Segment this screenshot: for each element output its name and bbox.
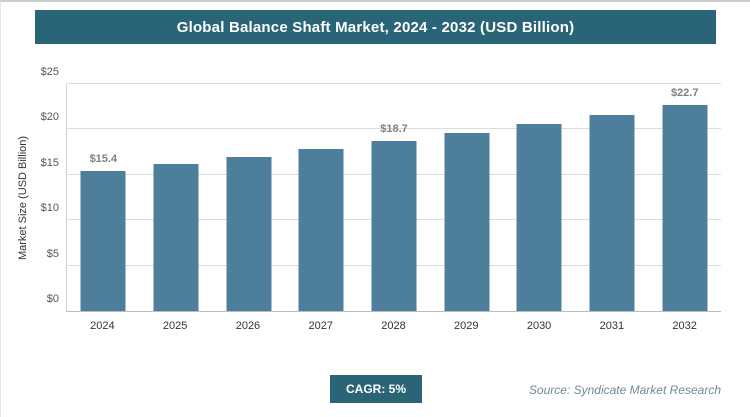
gridline <box>67 128 721 130</box>
bar-column <box>140 84 213 311</box>
x-tick-label: 2027 <box>308 320 333 332</box>
bar-2027 <box>298 149 344 311</box>
bar-column <box>212 84 285 311</box>
y-tick-label: $0 <box>46 293 59 305</box>
bar-column: $18.7 <box>358 84 431 311</box>
bar-value-label: $22.7 <box>670 86 699 99</box>
y-axis-label: Market Size (USD Billion) <box>17 135 29 261</box>
x-tick-label: 2028 <box>381 320 406 332</box>
bar-2025 <box>153 163 199 311</box>
bar-2028 <box>371 141 417 311</box>
chart-title-banner: Global Balance Shaft Market, 2024 - 2032… <box>35 10 716 44</box>
page-title: Global Balance Shaft Market, 2024 - 2032… <box>176 18 575 36</box>
x-tick-label: 2031 <box>599 320 625 332</box>
bar-column <box>576 84 649 311</box>
x-tick-label: 2030 <box>526 320 552 332</box>
bar-column <box>285 84 358 311</box>
bar-2026 <box>226 156 272 311</box>
bar-2024 <box>80 171 126 311</box>
bar-value-label: $15.4 <box>89 153 118 166</box>
source-attribution: Source: Syndicate Market Research <box>528 383 721 397</box>
plot-area: $0 $5 $10 $15 $20 $25 $15.4 $18.7 $22.7 <box>41 66 721 312</box>
y-tick-label: $15 <box>40 156 59 169</box>
y-tick-label: $20 <box>40 111 59 124</box>
x-tick-label: 2026 <box>235 320 261 332</box>
y-tick-label: $5 <box>46 247 59 260</box>
bars-row: $15.4 $18.7 $22.7 <box>67 84 721 311</box>
bar-chart: Market Size (USD Billion) $0 $5 $10 $15 $20 $… <box>1 62 750 342</box>
y-tick-label: $25 <box>40 66 59 78</box>
x-tick-label: 2032 <box>672 320 697 332</box>
bar-2032 <box>662 104 708 311</box>
bar-value-label: $18.7 <box>380 123 408 136</box>
x-tick-label: 2024 <box>90 320 115 332</box>
y-tick-label: $10 <box>40 202 59 215</box>
cagr-badge: CAGR: 5% <box>329 375 423 403</box>
x-tick-label: 2029 <box>454 320 479 332</box>
bar-column: $22.7 <box>648 84 721 311</box>
bar-column: $15.4 <box>67 84 140 311</box>
x-tick-label: 2025 <box>162 320 188 332</box>
bar-2029 <box>444 133 490 311</box>
bar-2031 <box>589 114 635 311</box>
bar-2030 <box>516 123 562 311</box>
x-axis-labels: 2024 2025 2026 2027 2028 2029 2030 2031 2032 <box>66 320 721 332</box>
gridline <box>67 83 721 84</box>
bar-column <box>430 84 503 311</box>
bar-column <box>503 84 576 311</box>
chart-footer: CAGR: 5% Source: Syndicate Market Resear… <box>1 373 750 403</box>
